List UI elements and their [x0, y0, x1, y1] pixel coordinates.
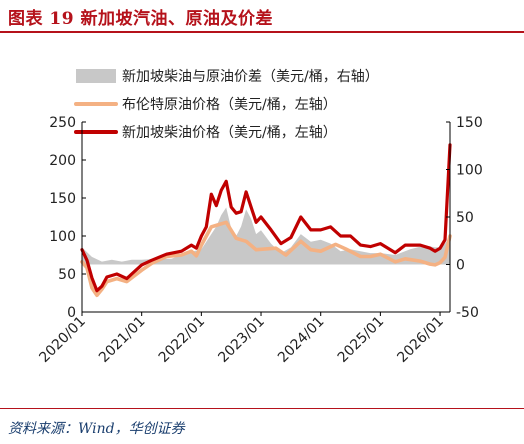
- series-brent-line: [80, 220, 452, 298]
- footer-rule: [0, 408, 524, 409]
- left-tick-label: 200: [49, 153, 76, 169]
- x-tick-label: 2020/01: [36, 314, 88, 366]
- right-tick-label: 0: [456, 258, 465, 274]
- legend-label-spread: 新加坡柴油与原油价差（美元/桶，右轴）: [122, 69, 379, 85]
- x-tick-label: 2026/01: [394, 314, 446, 366]
- x-tick-label: 2021/01: [96, 314, 148, 366]
- right-tick-label: 50: [456, 210, 474, 226]
- series-diesel-line: [80, 143, 452, 293]
- x-tick-label: 2025/01: [335, 314, 387, 366]
- legend-swatch-spread: [76, 69, 116, 83]
- figure-title: 图表 19 新加坡汽油、原油及价差: [8, 9, 273, 29]
- left-tick-label: 0: [67, 305, 76, 321]
- series-spread-area: [82, 207, 450, 265]
- right-tick-label: 100: [456, 163, 483, 179]
- left-tick-label: 250: [49, 115, 76, 131]
- left-tick-label: 50: [58, 267, 76, 283]
- x-tick-label: 2022/01: [156, 314, 208, 366]
- left-tick-label: 100: [49, 229, 76, 245]
- x-tick-label: 2023/01: [215, 314, 267, 366]
- price-lines-layer: [80, 143, 452, 298]
- spread-area-layer: [82, 207, 450, 265]
- right-tick-label: -50: [456, 305, 479, 321]
- left-tick-label: 150: [49, 191, 76, 207]
- source-note: 资料来源：Wind，华创证券: [8, 421, 185, 437]
- legend-label-brent: 布伦特原油价格（美元/桶，左轴）: [122, 97, 337, 113]
- legend-label-diesel: 新加坡柴油价格（美元/桶，左轴）: [122, 125, 337, 141]
- right-tick-label: 150: [456, 115, 483, 131]
- title-rule: [0, 31, 524, 33]
- legend: 新加坡柴油与原油价差（美元/桶，右轴） 布伦特原油价格（美元/桶，左轴） 新加坡柴油…: [74, 69, 379, 141]
- x-tick-label: 2024/01: [275, 314, 327, 366]
